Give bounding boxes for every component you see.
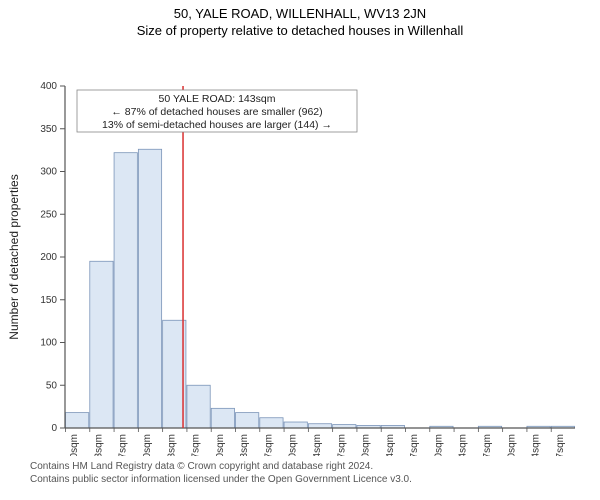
address-line: 50, YALE ROAD, WILLENHALL, WV13 2JN <box>0 0 600 21</box>
svg-text:404sqm: 404sqm <box>458 434 469 456</box>
subtitle: Size of property relative to detached ho… <box>0 21 600 38</box>
svg-text:100: 100 <box>40 338 57 349</box>
svg-text:Number of detached properties: Number of detached properties <box>7 174 21 339</box>
svg-text:357sqm: 357sqm <box>409 434 420 456</box>
svg-text:300: 300 <box>40 167 57 178</box>
svg-text:170sqm: 170sqm <box>215 434 226 456</box>
svg-text:147sqm: 147sqm <box>191 434 202 456</box>
svg-text:30sqm: 30sqm <box>69 434 80 456</box>
svg-text:334sqm: 334sqm <box>385 434 396 456</box>
svg-text:50: 50 <box>46 380 58 391</box>
svg-text:250: 250 <box>40 209 57 220</box>
footer-line-1: Contains HM Land Registry data © Crown c… <box>30 460 600 473</box>
svg-text:50 YALE ROAD: 143sqm: 50 YALE ROAD: 143sqm <box>159 93 276 105</box>
svg-text:400: 400 <box>40 81 57 92</box>
footer: Contains HM Land Registry data © Crown c… <box>0 456 600 486</box>
svg-text:380sqm: 380sqm <box>433 434 444 456</box>
chart-container: 50, YALE ROAD, WILLENHALL, WV13 2JN Size… <box>0 0 600 500</box>
svg-text:427sqm: 427sqm <box>482 434 493 456</box>
svg-text:13% of semi-detached houses ar: 13% of semi-detached houses are larger (… <box>102 119 332 131</box>
svg-text:193sqm: 193sqm <box>239 434 250 456</box>
svg-text:0: 0 <box>51 423 57 434</box>
svg-text:123sqm: 123sqm <box>166 434 177 456</box>
svg-text:310sqm: 310sqm <box>361 434 372 456</box>
svg-text:450sqm: 450sqm <box>506 434 517 456</box>
svg-text:100sqm: 100sqm <box>142 434 153 456</box>
histogram-chart: 0 50 100 150 200 250 300 350 400 30sqm 53sqm 77sqm 1… <box>0 38 600 456</box>
svg-text:350: 350 <box>40 124 57 135</box>
svg-text:77sqm: 77sqm <box>118 434 129 456</box>
footer-line-2: Contains public sector information licen… <box>30 473 600 486</box>
svg-text:497sqm: 497sqm <box>555 434 566 456</box>
svg-text:264sqm: 264sqm <box>312 434 323 456</box>
svg-text:240sqm: 240sqm <box>288 434 299 456</box>
svg-text:287sqm: 287sqm <box>336 434 347 456</box>
svg-text:150: 150 <box>40 295 57 306</box>
svg-text:53sqm: 53sqm <box>93 434 104 456</box>
svg-text:217sqm: 217sqm <box>263 434 274 456</box>
svg-text:474sqm: 474sqm <box>531 434 542 456</box>
svg-text:200: 200 <box>40 252 57 263</box>
svg-text:← 87% of detached houses are s: ← 87% of detached houses are smaller (96… <box>111 106 322 118</box>
